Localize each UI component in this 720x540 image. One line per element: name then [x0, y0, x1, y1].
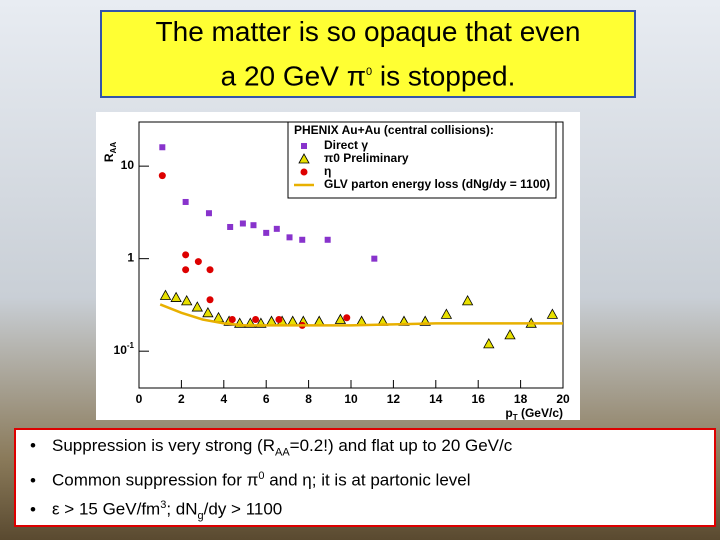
data-point	[343, 314, 351, 322]
bullet-text: /dy > 1100	[203, 499, 283, 519]
x-axis-label: p	[505, 406, 512, 420]
bullet: ε > 15 GeV/fm3; dNg/dy > 1100	[16, 493, 714, 528]
data-point	[461, 295, 474, 306]
legend-label: π0 Preliminary	[324, 151, 409, 165]
x-tick-label: 4	[220, 392, 227, 406]
data-point	[182, 251, 190, 259]
x-tick-label: 8	[305, 392, 312, 406]
bullet-text: 3	[160, 499, 167, 512]
bullet: Suppression is very strong (RAA=0.2!) an…	[16, 434, 714, 464]
data-point	[159, 144, 166, 151]
data-point	[250, 222, 257, 229]
y-tick-label: 1	[127, 251, 134, 265]
legend-label: GLV parton energy loss (dNg/dy = 1100)	[324, 177, 550, 191]
y-axis-label: R	[102, 153, 116, 162]
data-point	[371, 255, 378, 262]
data-point	[263, 229, 270, 236]
data-point	[504, 329, 516, 340]
title-text: is stopped.	[372, 60, 516, 92]
data-point	[275, 316, 283, 324]
data-point	[182, 266, 190, 274]
data-point	[227, 223, 234, 230]
bullet-list: Suppression is very strong (RAA=0.2!) an…	[14, 428, 716, 527]
bullet-text: 0	[258, 470, 265, 483]
data-point	[228, 316, 236, 324]
x-axis-label: (GeV/c)	[518, 406, 563, 420]
data-point	[194, 258, 202, 266]
title-text: The matter is so opaque that even	[155, 16, 581, 47]
legend-box	[287, 121, 557, 199]
y-tick-label: 10	[121, 158, 135, 172]
model-curve	[159, 303, 563, 327]
y-tick-label: 1	[127, 251, 134, 265]
legend-swatch	[298, 153, 310, 164]
bullet-text: AA	[274, 446, 290, 459]
slide-title: The matter is so opaque that even a 20 G…	[100, 10, 636, 98]
title-text: 0	[366, 66, 373, 78]
data-point	[206, 296, 214, 304]
data-point	[182, 198, 189, 205]
x-tick-label: 20	[556, 392, 570, 406]
legend-label: η	[324, 164, 331, 178]
legend-label: Direct γ	[324, 138, 368, 152]
data-point	[546, 308, 559, 319]
data-point	[299, 236, 306, 243]
bullet-text: ε > 15 GeV/fm	[52, 499, 161, 519]
y-tick-label: 10	[121, 158, 135, 172]
data-point	[334, 313, 347, 324]
data-point	[273, 225, 280, 232]
data-point	[286, 234, 293, 241]
bullet-text: g	[197, 510, 204, 523]
y-tick-label: 10	[114, 343, 128, 357]
data-point	[191, 301, 203, 312]
x-tick-label: 18	[514, 392, 528, 406]
data-point	[159, 289, 172, 300]
data-point	[206, 266, 214, 274]
bullet-text: Suppression is very strong (R	[52, 436, 275, 455]
x-tick-label: 10	[344, 392, 358, 406]
data-point	[252, 316, 260, 324]
x-tick-label: 2	[178, 392, 185, 406]
x-axis-label: T	[513, 413, 518, 420]
bullet: Common suppression for π0 and η; it is a…	[16, 464, 714, 493]
data-point	[158, 172, 166, 180]
x-tick-label: 16	[472, 392, 486, 406]
y-axis-label: RAA	[102, 142, 118, 162]
data-point	[205, 210, 212, 217]
x-tick-label: 12	[387, 392, 401, 406]
data-point	[440, 308, 453, 319]
x-tick-label: 14	[429, 392, 443, 406]
data-point	[239, 220, 246, 227]
y-axis-label: AA	[109, 142, 118, 154]
data-point	[170, 291, 182, 302]
x-axis-label: pT (GeV/c)	[505, 406, 563, 420]
legend-title: PHENIX Au+Au (central collisions):	[294, 123, 494, 137]
title-text: a 20 GeV π	[220, 60, 367, 92]
y-tick-exponent: -1	[127, 341, 135, 350]
data-point	[324, 236, 331, 243]
bullet-text: =0.2!) and flat up to 20 GeV/c	[289, 436, 513, 455]
x-tick-label: 0	[136, 392, 143, 406]
legend-swatch	[301, 143, 307, 149]
data-point	[181, 295, 193, 306]
x-tick-label: 6	[263, 392, 270, 406]
bullet-text: and η; it is at partonic level	[264, 471, 471, 491]
bullet-text: Common suppression for π	[52, 471, 259, 491]
bullet-text: ; dN	[166, 499, 198, 519]
data-point	[483, 338, 495, 349]
legend-swatch	[300, 168, 308, 176]
y-tick-label: 10-1	[114, 341, 135, 357]
data-point	[202, 306, 214, 318]
